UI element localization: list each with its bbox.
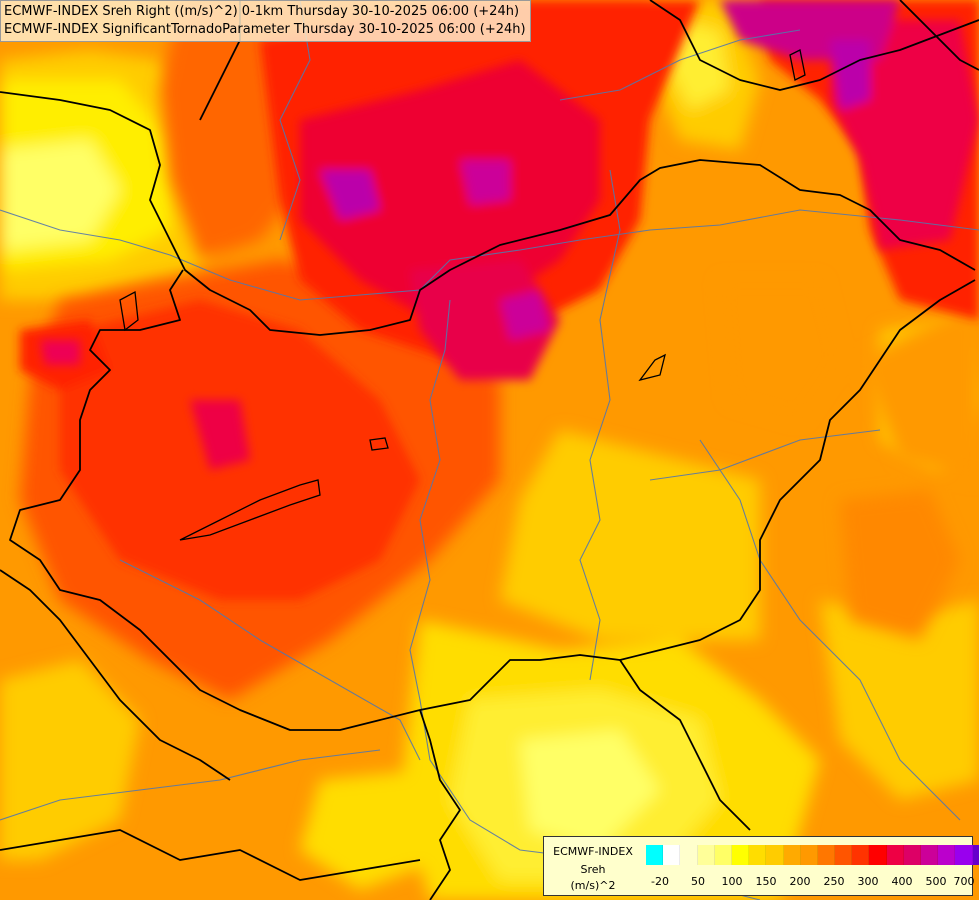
legend-swatch: [663, 845, 681, 865]
legend-swatch: [800, 845, 818, 865]
legend-swatch: [886, 845, 904, 865]
legend-tick: 700: [953, 875, 975, 888]
legend-swatch: [921, 845, 939, 865]
legend-tick: 200: [789, 875, 811, 888]
legend-tick: 400: [891, 875, 913, 888]
lakes: [119, 49, 806, 541]
legend-swatch: [869, 845, 887, 865]
legend-swatch: [680, 845, 698, 865]
legend-tick: 100: [721, 875, 743, 888]
legend-swatch: [817, 845, 836, 865]
legend-swatch: [955, 845, 973, 865]
field-magenta-cores: [40, 0, 979, 470]
legend-swatch: [646, 845, 664, 865]
legend-source: ECMWF-INDEX: [553, 845, 633, 858]
legend-swatch: [972, 845, 979, 865]
legend-swatch: [714, 845, 732, 865]
legend-swatch: [938, 845, 956, 865]
legend-tick: 300: [857, 875, 879, 888]
legend-tick: 250: [823, 875, 845, 888]
legend-tick: 150: [755, 875, 777, 888]
legend-swatch: [903, 845, 921, 865]
title-line-stp: ECMWF-INDEX SignificantTornadoParameter …: [4, 22, 526, 37]
legend-swatch: [697, 845, 715, 865]
legend-tick-labels: -20 50 100 150 200 250 300 400 500 700: [646, 875, 974, 889]
legend-tick: 500: [925, 875, 947, 888]
title-line-sreh: ECMWF-INDEX Sreh Right ((m/s)^2) 0-1km T…: [4, 4, 520, 19]
color-legend: ECMWF-INDEX Sreh (m/s)^2 -20 50 100 150 200 2…: [543, 836, 979, 896]
legend-swatch: [766, 845, 784, 865]
legend-unit: (m/s)^2: [570, 879, 616, 892]
legend-swatch: [835, 845, 853, 865]
legend-swatch: [852, 845, 870, 865]
legend-swatch: [749, 845, 767, 865]
legend-swatch: [731, 845, 750, 865]
legend-color-scale: [646, 845, 979, 865]
legend-tick: 50: [691, 875, 705, 888]
legend-variable: Sreh: [580, 863, 606, 876]
map-title-box: ECMWF-INDEX Sreh Right ((m/s)^2) 0-1km T…: [0, 0, 531, 42]
legend-swatch: [783, 845, 801, 865]
legend-tick: -20: [651, 875, 669, 888]
